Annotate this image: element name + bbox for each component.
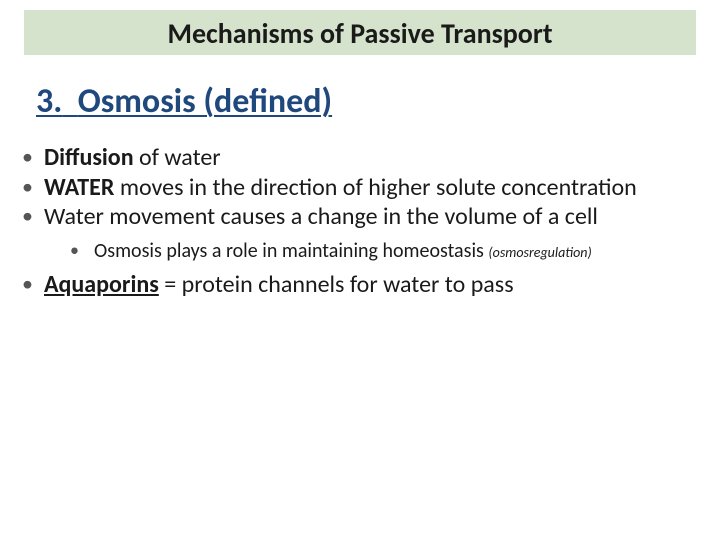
sub-bullet-item: • Osmosis plays a role in maintaining ho…: [68, 239, 700, 263]
bullet-text: Diffusion of water: [44, 144, 221, 172]
bold-segment: WATER: [44, 173, 114, 202]
text-segment: Water movement causes a change in the vo…: [44, 202, 598, 231]
bullet-text: WATER moves in the direction of higher s…: [44, 174, 637, 202]
text-segment: of water: [134, 143, 221, 172]
section-heading: 3. Osmosis (defined): [36, 81, 720, 122]
bullet-marker-icon: •: [20, 203, 44, 228]
bold-underline-segment: Aquaporins: [44, 270, 159, 299]
bullet-text: Water movement causes a change in the vo…: [44, 203, 598, 231]
bullet-item: • WATER moves in the direction of higher…: [20, 174, 700, 202]
section-number: 3.: [36, 81, 62, 122]
title-bar-text: Mechanisms of Passive Transport: [167, 16, 552, 51]
text-segment: = protein channels for water to pass: [159, 270, 514, 299]
bullet-marker-icon: •: [68, 239, 94, 261]
title-bar: Mechanisms of Passive Transport: [24, 10, 696, 55]
bullet-marker-icon: •: [20, 174, 44, 199]
bullet-marker-icon: •: [20, 144, 44, 169]
text-segment: Osmosis plays a role in maintaining home…: [94, 239, 488, 263]
paren-segment: (osmosregulation): [488, 244, 591, 261]
text-segment: moves in the direction of higher solute …: [114, 173, 636, 202]
bullet-text: Aquaporins = protein channels for water …: [44, 271, 514, 299]
bullet-item: • Aquaporins = protein channels for wate…: [20, 271, 700, 299]
bullet-item: • Water movement causes a change in the …: [20, 203, 700, 231]
bullet-marker-icon: •: [20, 271, 44, 296]
sub-bullet-text: Osmosis plays a role in maintaining home…: [94, 239, 592, 263]
section-title: Osmosis (defined): [78, 81, 332, 122]
bullet-item: • Diffusion of water: [20, 144, 700, 172]
bold-segment: Diffusion: [44, 143, 134, 172]
bullet-list: • Diffusion of water • WATER moves in th…: [20, 144, 720, 298]
section-heading-text: 3. Osmosis (defined): [36, 81, 332, 122]
sub-bullet-list: • Osmosis plays a role in maintaining ho…: [68, 239, 720, 263]
